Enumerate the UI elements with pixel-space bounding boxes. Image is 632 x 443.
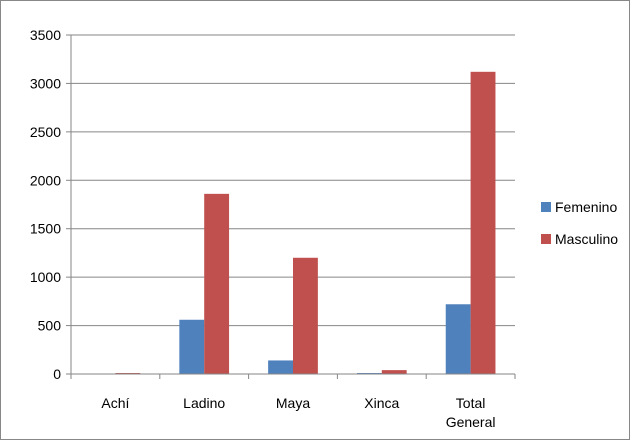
bar-masculino-maya (293, 257, 318, 374)
x-tick-label: Xinca (364, 395, 399, 411)
y-tick-label: 500 (38, 318, 62, 334)
gridlines (66, 34, 515, 375)
y-tick-label: 2500 (30, 124, 61, 140)
bar-femenino-maya (268, 360, 293, 374)
y-tick-label: 1500 (30, 221, 61, 237)
y-tick-label: 3500 (30, 27, 61, 43)
bars (115, 71, 496, 374)
y-tick-label: 0 (53, 366, 61, 382)
legend-label-masculino: Masculino (555, 231, 618, 247)
bar-femenino-ladino (179, 319, 205, 374)
y-tick-label: 1000 (30, 269, 61, 285)
bar-masculino-xinca (381, 370, 407, 374)
axes (70, 35, 515, 375)
legend: Femenino Masculino (541, 199, 618, 247)
bar-femenino-total-general (445, 304, 471, 374)
x-tick-label: Achí (101, 395, 129, 411)
x-tick-label: Maya (276, 395, 310, 411)
x-tick-label: Ladino (183, 395, 225, 411)
x-tick-labels: Achí Ladino Maya Xinca Total General (70, 374, 516, 430)
x-tick-label: Total (456, 395, 486, 411)
bar-masculino-total-general (470, 71, 496, 374)
x-tick-label: General (446, 414, 496, 430)
y-tick-labels: 0 500 1000 1500 2000 2500 3000 3500 (30, 27, 61, 382)
legend-swatch-femenino (541, 202, 551, 212)
legend-label-femenino: Femenino (555, 199, 617, 215)
y-tick-label: 2000 (30, 172, 61, 188)
y-tick-label: 3000 (30, 75, 61, 91)
bar-masculino-ladino (204, 193, 230, 374)
legend-swatch-masculino (541, 234, 551, 244)
